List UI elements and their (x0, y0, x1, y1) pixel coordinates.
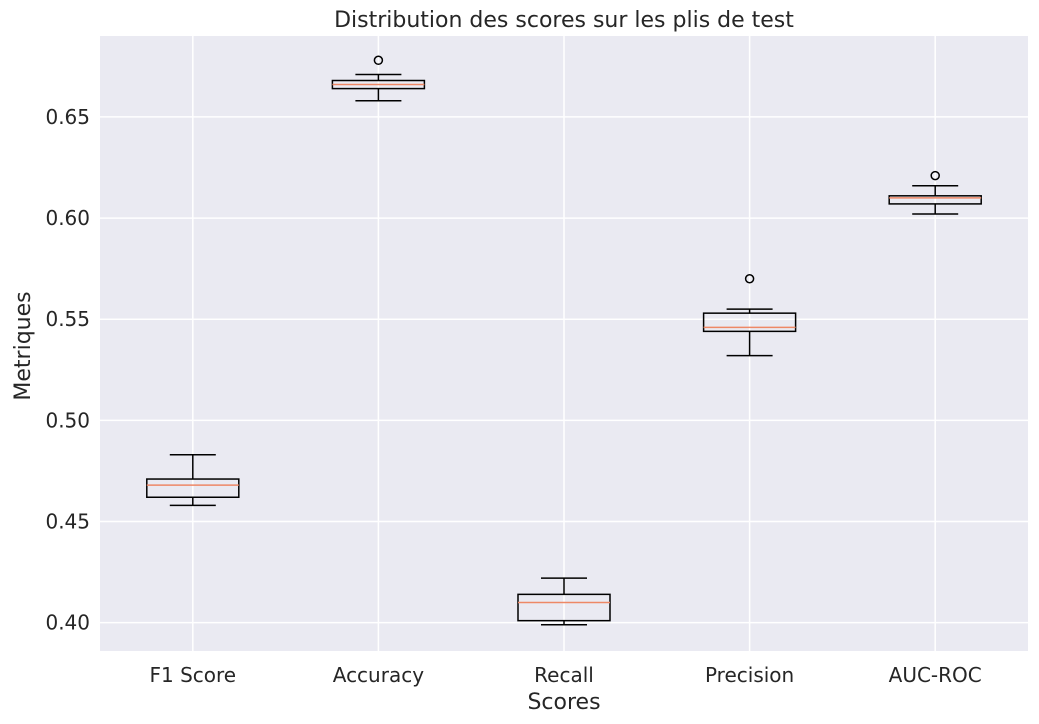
y-tick-label: 0.65 (45, 105, 90, 129)
outlier-point (930, 170, 940, 181)
y-tick-label: 0.60 (45, 206, 90, 230)
y-ticks: 0.40 0.45 0.50 0.55 0.60 0.65 (45, 105, 90, 635)
box-precision (702, 274, 797, 357)
iqr-box (888, 195, 982, 205)
y-axis-label: Metriques (11, 291, 36, 400)
x-tick-label: Accuracy (333, 663, 424, 687)
y-tick-label: 0.45 (45, 510, 90, 534)
boxes (146, 55, 982, 626)
x-axis-label: Scores (527, 690, 600, 715)
iqr-box (146, 478, 240, 498)
x-tick-label: AUC-ROC (889, 663, 982, 687)
iqr-box (702, 312, 797, 333)
box-accuracy (331, 55, 426, 102)
x-ticks: F1 Score Accuracy Recall Precision AUC-ROC (149, 663, 981, 687)
x-tick-label: Precision (705, 663, 794, 687)
y-tick-label: 0.55 (45, 307, 90, 331)
box-f1-score (146, 454, 240, 507)
iqr-box (517, 593, 611, 622)
x-tick-label: Recall (534, 663, 594, 687)
y-tick-label: 0.50 (45, 408, 90, 432)
chart-title: Distribution des scores sur les plis de … (334, 8, 794, 33)
y-tick-label: 0.40 (45, 611, 90, 635)
box-recall (517, 577, 611, 626)
outlier-point (744, 274, 755, 284)
outlier-point (373, 55, 384, 66)
x-tick-label: F1 Score (149, 663, 236, 687)
box-auc-roc (888, 170, 982, 215)
